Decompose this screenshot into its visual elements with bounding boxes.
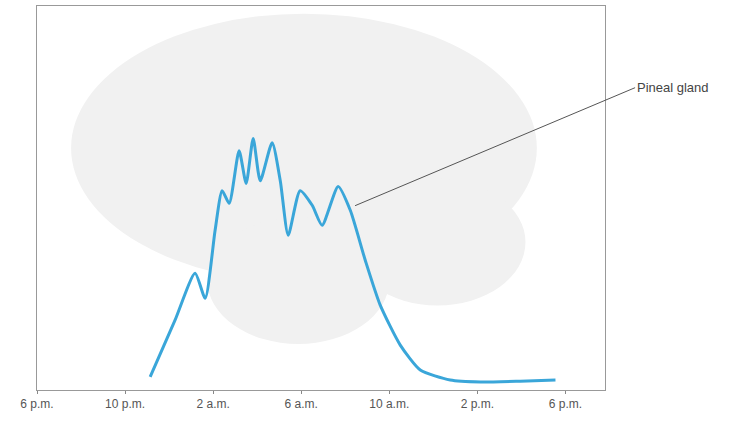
svg-text:2 p.m.: 2 p.m. — [461, 397, 494, 411]
svg-text:6 a.m.: 6 a.m. — [285, 397, 318, 411]
svg-text:6 p.m.: 6 p.m. — [20, 397, 53, 411]
svg-text:10 a.m.: 10 a.m. — [369, 397, 409, 411]
svg-text:10 p.m.: 10 p.m. — [105, 397, 145, 411]
svg-text:6 p.m.: 6 p.m. — [549, 397, 582, 411]
svg-text:2 a.m.: 2 a.m. — [196, 397, 229, 411]
svg-text:Pineal gland: Pineal gland — [637, 80, 709, 95]
